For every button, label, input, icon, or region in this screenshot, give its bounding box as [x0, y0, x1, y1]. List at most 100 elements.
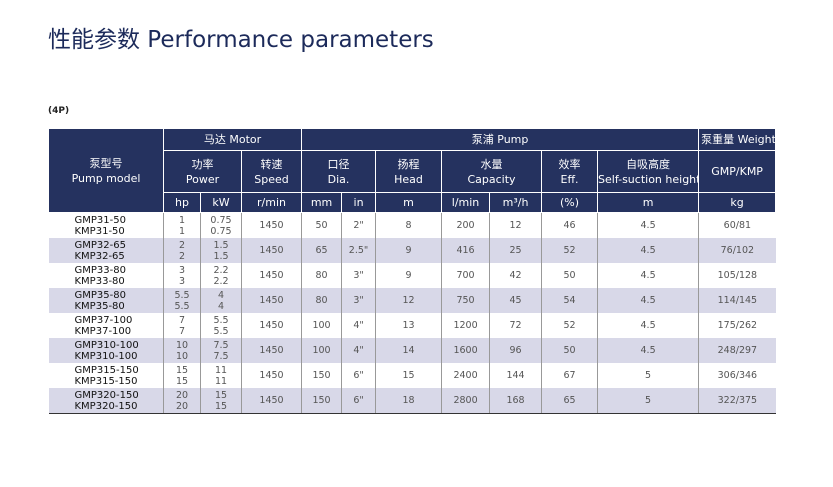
line: GMP315-150: [74, 364, 139, 376]
line: 20: [175, 400, 189, 412]
header-cell: 口径 Dia.: [301, 150, 377, 193]
value-cell: 45: [489, 288, 542, 313]
line: GMP35-80: [74, 289, 126, 301]
value-cell: 13: [375, 313, 442, 338]
value-cell: 8: [375, 212, 442, 238]
header-cell: m: [597, 192, 700, 213]
line: 1.5: [213, 250, 229, 262]
model-cell: GMP35-80 KMP35-80: [48, 288, 164, 313]
table-row: GMP35-80 KMP35-80 5.5 5.5 4 4 1450 80 3" 12 750 45 5…: [48, 288, 776, 313]
line: 7: [178, 314, 186, 326]
line: KMP37-100: [74, 325, 132, 337]
header-cell: hp: [163, 192, 201, 213]
line: Head: [394, 172, 423, 186]
line: 口径: [327, 157, 350, 171]
value-cell: 67: [541, 363, 598, 388]
value-cell: 25: [489, 238, 542, 263]
kw-cell: 1.5 1.5: [200, 238, 242, 263]
line: 11: [214, 375, 228, 387]
line: Pump model: [71, 171, 141, 185]
table-row: GMP31-50 KMP31-50 1 1 0.75 0.75 1450 50 2" 8 200 12…: [49, 212, 776, 238]
model-cell: GMP310-100 KMP310-100: [48, 338, 164, 363]
value-cell: 1450: [240, 238, 302, 263]
table-row: GMP33-80 KMP33-80 3 3 2.2 2.2 1450 80 3" 9 700 42 50…: [49, 263, 776, 288]
line: 5.5: [213, 325, 229, 337]
line: 7.5: [213, 339, 229, 351]
line: 扬程: [397, 157, 420, 171]
value-cell: 416: [441, 238, 490, 263]
value-cell: 150: [301, 388, 342, 414]
value-cell: 4.5: [597, 238, 699, 263]
value-cell: 1450: [240, 388, 302, 414]
line: Speed: [254, 172, 289, 186]
value-cell: 2800: [441, 388, 490, 414]
line: 15: [214, 400, 228, 412]
value-cell: 1450: [240, 363, 302, 388]
title: 性能参数 Performance parameters: [48, 27, 434, 53]
line: 5.5: [174, 289, 190, 301]
value-cell: 105/128: [698, 263, 776, 288]
value-cell: 100: [301, 313, 342, 338]
line: 5.5: [213, 314, 229, 326]
value-cell: 2.5": [341, 238, 376, 263]
header-cell: in: [341, 192, 377, 213]
kw-cell: 15 15: [200, 388, 242, 414]
header-cell: 扬程 Head: [375, 150, 443, 193]
line: 水量: [480, 157, 503, 171]
table-row: GMP37-100 KMP37-100 7 7 5.5 5.5 1450 100 4" 13 120…: [49, 313, 776, 338]
line: 1: [178, 214, 186, 226]
value-cell: 72: [489, 313, 542, 338]
kw-cell: 2.2 2.2: [200, 263, 242, 288]
value-cell: 6": [341, 388, 376, 414]
line: KMP32-65: [74, 250, 125, 262]
line: 3: [178, 275, 186, 287]
hp-cell: 10 10: [163, 338, 201, 363]
line: 转速: [260, 157, 283, 171]
value-cell: 18: [375, 388, 442, 414]
header-cell: mm: [301, 192, 343, 213]
line: GMP32-65: [74, 239, 126, 251]
value-cell: 80: [301, 263, 342, 288]
model-cell: GMP33-80 KMP33-80: [49, 263, 164, 288]
value-cell: 4.5: [597, 288, 699, 313]
value-cell: 150: [301, 363, 342, 388]
header-cell: 马达 Motor: [162, 128, 303, 151]
line: 泵型号: [89, 156, 123, 170]
line: Eff.: [560, 172, 579, 186]
value-cell: 65: [301, 238, 342, 263]
value-cell: 9: [375, 263, 442, 288]
value-cell: 50: [541, 263, 598, 288]
value-cell: 1600: [441, 338, 490, 363]
value-cell: 1450: [240, 288, 302, 313]
line: 效率: [558, 157, 581, 171]
header-cell: 泵重量 Weight: [698, 128, 777, 151]
line: 3: [178, 264, 186, 276]
value-cell: 52: [541, 313, 598, 338]
value-cell: 1450: [240, 313, 302, 338]
line: KMP310-100: [74, 350, 138, 362]
value-cell: 1450: [240, 338, 302, 363]
header-cell: (%): [541, 192, 599, 213]
hp-cell: 5.5 5.5: [163, 288, 201, 313]
line: 4: [217, 300, 225, 312]
line: 2: [178, 239, 186, 251]
line: 0.75: [210, 214, 232, 226]
value-cell: 14: [375, 338, 442, 363]
header-cell: GMP/KMP: [698, 150, 777, 193]
header-cell: r/min: [240, 192, 303, 213]
value-cell: 144: [489, 363, 542, 388]
header-row: 泵型号 Pump model 马达 Motor 泵浦 Pump 泵重量 Weight: [48, 128, 777, 213]
header-cell: 水量 Capacity: [441, 150, 543, 193]
header-cell: kW: [200, 192, 242, 213]
line: 2.2: [213, 275, 229, 287]
value-cell: 12: [375, 288, 442, 313]
value-cell: 76/102: [698, 238, 776, 263]
value-cell: 3": [341, 263, 376, 288]
value-cell: 1450: [240, 212, 302, 238]
value-cell: 80: [301, 288, 342, 313]
value-cell: 2400: [441, 363, 490, 388]
header-cell: 自吸高度 Self-suction height: [597, 150, 700, 193]
value-cell: 2": [341, 212, 376, 238]
line: KMP320-150: [74, 400, 138, 412]
